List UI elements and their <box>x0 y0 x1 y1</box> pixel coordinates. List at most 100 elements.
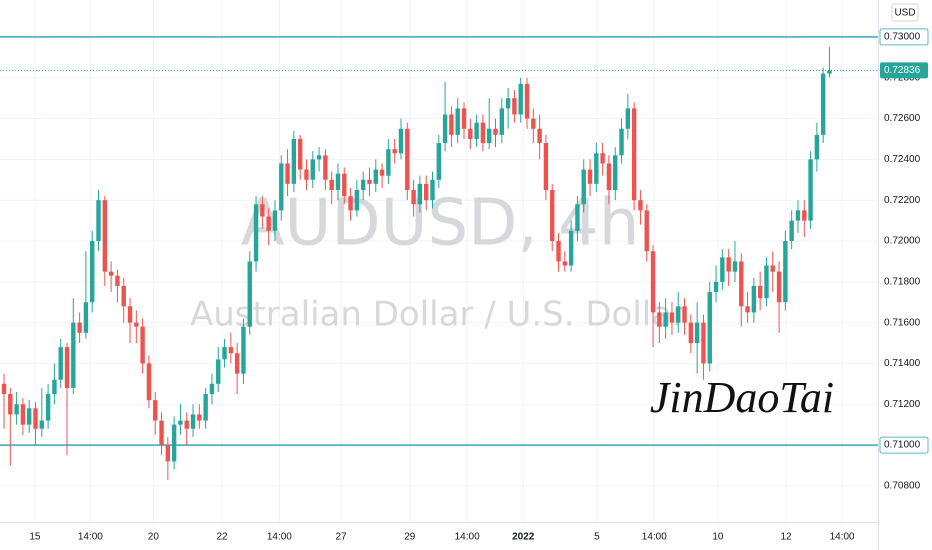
candle-body <box>64 347 70 388</box>
candle-body <box>455 108 460 135</box>
candle-body <box>449 114 454 135</box>
candle-body <box>537 128 542 144</box>
candle-body <box>512 98 517 115</box>
x-tick-label: 5 <box>594 532 600 543</box>
x-tick-label: 14:00 <box>78 532 103 543</box>
candles <box>1 47 832 480</box>
candle-body <box>392 149 397 154</box>
candle-body <box>613 155 618 190</box>
y-tick-label: 0.71400 <box>884 358 921 369</box>
candle-body <box>688 322 694 344</box>
candle-body <box>795 210 801 221</box>
candle-body <box>619 128 624 156</box>
candle-body <box>14 404 19 415</box>
x-tick-label: 29 <box>404 532 416 543</box>
candle-body <box>751 285 757 313</box>
candle-body <box>20 404 26 425</box>
candle-body <box>8 394 13 415</box>
candle-body <box>468 128 473 139</box>
candle-body <box>209 383 215 395</box>
candle-body <box>827 70 832 74</box>
x-tick-label: 15 <box>29 532 41 543</box>
candle-body <box>657 312 662 327</box>
candle-body <box>165 445 171 462</box>
x-tick-label: 14:00 <box>267 532 292 543</box>
candle-body <box>587 169 593 184</box>
candle-body <box>581 169 586 205</box>
candle-body <box>820 73 826 135</box>
candle-body <box>159 420 164 446</box>
candle-body <box>1 383 7 395</box>
candle-body <box>430 179 435 201</box>
candle-body <box>707 292 712 364</box>
candle-body <box>127 306 133 323</box>
candle-body <box>638 200 643 211</box>
candle-body <box>669 312 675 323</box>
candle-body <box>241 326 246 374</box>
candle-body <box>694 322 700 344</box>
candle-body <box>266 216 271 231</box>
candle-body <box>524 83 530 119</box>
candle-body <box>575 204 580 231</box>
x-tick-label: 20 <box>148 532 160 543</box>
candle-body <box>291 138 297 184</box>
x-tick-label: 10 <box>712 532 724 543</box>
candle-body <box>405 128 410 190</box>
candle-body <box>83 302 89 333</box>
last-price-box <box>880 62 928 79</box>
level-label-box <box>879 436 929 454</box>
level-label: 0.71000 <box>884 440 921 451</box>
candle-body <box>178 420 183 425</box>
candle-body <box>568 230 574 266</box>
candle-body <box>518 83 523 115</box>
x-tick-label: 22 <box>216 532 228 543</box>
candle-body <box>606 163 612 190</box>
candle-body <box>442 114 448 144</box>
candle-body <box>121 285 126 307</box>
y-tick-label: 0.72200 <box>884 195 921 206</box>
candle-body <box>493 128 498 135</box>
currency-label: USD <box>894 8 915 19</box>
candle-body <box>423 183 429 201</box>
x-tick-label: 14:00 <box>830 532 855 543</box>
candle-body <box>90 241 95 303</box>
candle-body <box>335 173 341 190</box>
candle-body <box>310 159 315 180</box>
candle-body <box>480 122 486 144</box>
candle-body <box>505 98 511 109</box>
candle-body <box>247 261 252 327</box>
candle-body <box>726 257 731 272</box>
currency-box[interactable] <box>891 3 919 22</box>
candle-body <box>562 261 568 266</box>
candle-body <box>732 261 738 272</box>
candle-body <box>770 265 775 272</box>
candle-body <box>487 128 492 144</box>
candle-body <box>550 189 555 242</box>
candle-body <box>329 179 334 190</box>
candle-body <box>808 159 813 221</box>
candle-body <box>146 363 152 401</box>
y-tick-label: 0.72400 <box>884 154 921 165</box>
x-tick-label: 14:00 <box>455 532 480 543</box>
levels <box>0 35 878 447</box>
candle-body <box>543 143 549 190</box>
y-tick-label: 0.71600 <box>884 317 921 328</box>
last-price-label: 0.72836 <box>884 65 921 76</box>
candle-body <box>713 281 719 293</box>
candle-body <box>360 179 366 190</box>
candle-body <box>379 169 385 176</box>
candle-body <box>304 169 309 180</box>
candle-body <box>436 143 441 180</box>
candle-body <box>108 271 114 276</box>
candle-body <box>417 183 423 205</box>
candle-body <box>682 306 687 323</box>
candle-body <box>650 251 656 313</box>
signature: JinDaoTai <box>650 373 834 422</box>
watermark-subtitle: Australian Dollar / U.S. Dollar <box>190 295 686 335</box>
candle-body <box>783 241 788 303</box>
candle-body <box>474 122 479 139</box>
y-tick-label: 0.71800 <box>884 276 921 287</box>
candle-body <box>342 173 347 197</box>
